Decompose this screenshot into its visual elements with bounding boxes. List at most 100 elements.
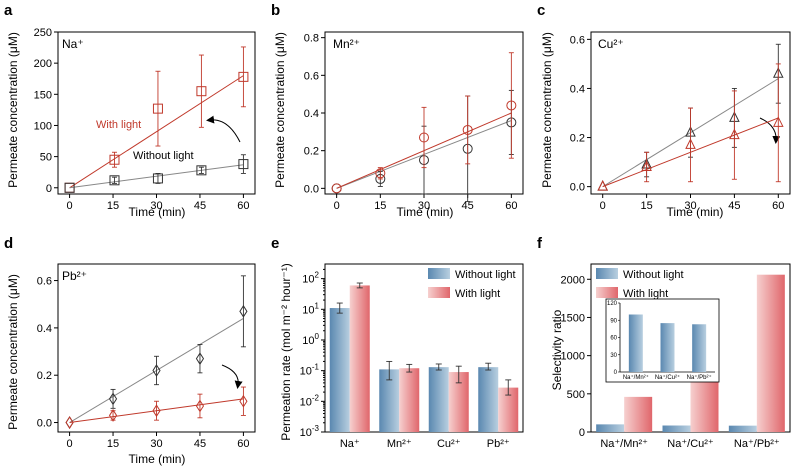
fit-line-without-light	[69, 164, 244, 189]
bar-with-light	[624, 396, 653, 432]
y-tick-label: 0.4	[37, 323, 52, 335]
annotation-without-light: Without light	[133, 150, 194, 162]
data-point-with-light	[152, 404, 161, 418]
legend-label-without-light-f: Without light	[623, 269, 684, 281]
x-tick-label: 15	[107, 200, 119, 212]
inset-y-tick-label: 0	[614, 370, 618, 376]
arrow-a	[206, 115, 241, 143]
x-axis-label-b: Time (min)	[397, 205, 454, 219]
data-point-with-light	[375, 168, 386, 179]
y-tick-label: 10-1	[300, 363, 320, 378]
bar-without-light	[728, 425, 757, 432]
inset-y-tick-label: 120	[607, 301, 618, 307]
y-tick-label: 0.2	[570, 133, 585, 145]
panel-letter-a: a	[4, 2, 13, 19]
y-tick-label: 150	[34, 89, 52, 101]
data-point-with-light	[108, 409, 118, 422]
y-tick-label: 0.6	[37, 276, 52, 288]
ion-label-c: Cu²⁺	[598, 37, 624, 51]
category-label: Na⁺/Mn²⁺	[600, 438, 648, 450]
y-axis-label-d: Permeate concentration (μM)	[6, 274, 20, 430]
data-point-with-light	[65, 416, 74, 429]
y-tick-label: 200	[34, 58, 52, 70]
y-axis-label-a: Permeate concentration (μM)	[6, 32, 20, 188]
legend-swatch-without-light-f	[596, 268, 618, 279]
data-point-with-light	[109, 154, 120, 165]
y-tick-label: 0.6	[304, 70, 319, 82]
x-tick-label: 30	[150, 438, 162, 450]
x-tick-label: 45	[728, 200, 740, 212]
x-tick-label: 0	[600, 200, 606, 212]
x-tick-label: 0	[67, 438, 73, 450]
inset-category-label: Na⁺/Cu²⁺	[655, 374, 680, 381]
x-tick-label: 15	[640, 200, 652, 212]
data-point-with-light	[331, 183, 342, 194]
bar-without-light	[662, 425, 691, 432]
data-point-without-light	[152, 364, 161, 377]
y-tick-label: 101	[302, 301, 319, 316]
x-tick-label: 15	[374, 200, 386, 212]
inset-y-tick-label: 90	[610, 318, 617, 324]
x-tick-label: 30	[150, 200, 162, 212]
y-axis-label-b: Permeate concentration (μM)	[273, 32, 287, 188]
ion-label-d: Pb²⁺	[62, 269, 87, 283]
category-label: Na⁺/Cu²⁺	[667, 438, 714, 450]
y-tick-label: 0.0	[570, 182, 585, 194]
bar-without-light	[379, 369, 400, 432]
bar-without-light	[329, 308, 350, 432]
bar-with-light	[690, 378, 719, 432]
x-axis-label-c: Time (min)	[667, 205, 724, 219]
x-tick-label: 0	[334, 200, 340, 212]
y-tick-label: 0.0	[37, 418, 52, 430]
arrow-d	[221, 364, 243, 389]
bar-with-light	[498, 387, 519, 432]
plot-frame	[324, 263, 524, 433]
y-axis-label-e: Permeation rate (mol m⁻² hour⁻¹)	[279, 263, 293, 440]
y-tick-label: 0.2	[304, 146, 319, 158]
y-tick-label: 0.8	[304, 33, 319, 45]
y-tick-label: 2000	[561, 274, 585, 286]
ion-label-b: Mn²⁺	[333, 37, 360, 51]
panel-letter-c: c	[537, 2, 545, 19]
data-point-with-light	[196, 86, 207, 97]
inset-category-label: Na⁺/Pb²⁺	[687, 374, 712, 381]
bar-with-light	[756, 274, 785, 432]
x-tick-label: 45	[462, 200, 474, 212]
data-point-without-light	[195, 352, 205, 366]
legend-swatch-with-light-f	[596, 287, 618, 298]
panel-letter-e: e	[271, 235, 279, 252]
bar-without-light	[428, 367, 449, 432]
panel-d: Pb²⁺ Time (min) Permeate concentration (…	[6, 263, 256, 466]
legend-swatch-with-light-e	[428, 287, 450, 298]
panel-b: Mn²⁺ Time (min) Permeate concentration (…	[273, 31, 524, 219]
x-axis-label-a: Time (min)	[129, 205, 186, 219]
data-point-without-light	[238, 159, 249, 170]
x-tick-label: 30	[684, 200, 696, 212]
legend-label-with-light-f: With light	[623, 288, 668, 300]
inset-y-tick-label: 60	[610, 336, 617, 342]
y-tick-label: 0.0	[304, 183, 319, 195]
y-tick-label: 10-2	[300, 393, 320, 408]
bar-without-light	[596, 424, 625, 432]
y-tick-label: 10-3	[300, 424, 320, 439]
data-point-without-light	[152, 173, 163, 184]
data-point-with-light	[641, 160, 652, 171]
category-label: Pb²⁺	[487, 438, 510, 450]
y-tick-label: 0	[579, 427, 585, 439]
y-tick-label: 100	[302, 332, 319, 347]
data-point-with-light	[506, 100, 517, 111]
x-tick-label: 60	[772, 200, 784, 212]
y-tick-label: 1000	[561, 351, 585, 363]
y-tick-label: 0	[46, 183, 52, 195]
data-point-with-light	[238, 71, 249, 82]
panel-letter-d: d	[4, 235, 13, 252]
x-tick-label: 30	[418, 200, 430, 212]
data-point-with-light	[462, 124, 473, 135]
category-label: Mn²⁺	[387, 438, 412, 450]
data-point-with-light	[685, 138, 696, 149]
y-tick-label: 0.4	[570, 83, 585, 95]
legend-swatch-without-light-e	[428, 268, 450, 279]
inset-y-tick-label: 30	[610, 353, 617, 359]
x-axis-label-d: Time (min)	[129, 452, 186, 466]
